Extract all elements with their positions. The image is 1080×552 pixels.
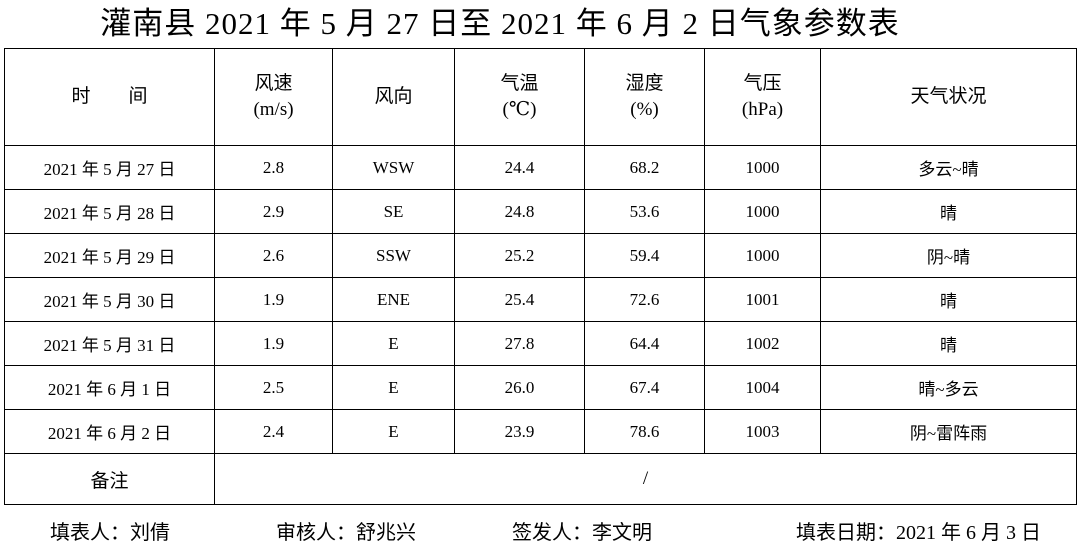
data-cell: 晴 [820,321,1077,366]
header-text: 风向 [374,86,413,107]
data-row: 2021 年 5 月 31 日 1.9 E 27.8 64.4 1002 晴 [4,321,1077,366]
data-cell: 多云~晴 [820,145,1077,190]
data-cell: 2.9 [214,189,333,234]
data-cell: WSW [332,145,455,190]
data-cell: 2.8 [214,145,333,190]
data-cell: 25.4 [454,277,585,322]
data-cell: 2021 年 5 月 30 日 [4,277,215,322]
header-text: 湿度 [625,73,664,94]
data-cell: 阴~雷阵雨 [820,409,1077,454]
header-row: 时 间 风速 (m/s) 风向 气温 (℃) 湿度 (%) 气压 (hPa) 天气状况 [4,48,1077,146]
data-row: 2021 年 6 月 1 日 2.5 E 26.0 67.4 1004 晴~多云 [4,365,1077,410]
data-cell: E [332,365,455,410]
data-cell: 2021 年 6 月 2 日 [4,409,215,454]
header-text: 风速 [254,73,293,94]
header-text: 天气状况 [910,86,987,107]
data-row: 2021 年 5 月 27 日 2.8 WSW 24.4 68.2 1000 多云~晴 [4,145,1077,190]
header-text: (m/s) [253,99,294,120]
header-cell: 湿度 (%) [584,48,705,146]
footer-text: 填表日期：2021 年 6 月 3 日 [796,522,1041,544]
data-cell: 1002 [704,321,821,366]
data-cell: 2021 年 5 月 31 日 [4,321,215,366]
data-cell: 2021 年 5 月 28 日 [4,189,215,234]
data-cell: 晴 [820,189,1077,234]
data-row: 2021 年 5 月 30 日 1.9 ENE 25.4 72.6 1001 晴 [4,277,1077,322]
data-cell: 24.4 [454,145,585,190]
header-text: 气压 [743,73,782,94]
header-cell: 风向 [332,48,455,146]
data-row: 2021 年 6 月 2 日 2.4 E 23.9 78.6 1003 阴~雷阵雨 [4,409,1077,454]
data-cell: 1.9 [214,277,333,322]
data-cell: 1.9 [214,321,333,366]
data-cell: 78.6 [584,409,705,454]
data-cell: 2.5 [214,365,333,410]
data-cell: 1003 [704,409,821,454]
data-cell: SSW [332,233,455,278]
data-cell: 24.8 [454,189,585,234]
data-cell: 1000 [704,189,821,234]
data-cell: 59.4 [584,233,705,278]
data-cell: 27.8 [454,321,585,366]
data-cell: 2021 年 6 月 1 日 [4,365,215,410]
remark-label: 备注 [4,453,215,505]
data-cell: 2021 年 5 月 29 日 [4,233,215,278]
data-cell: 1000 [704,145,821,190]
header-text: (℃) [502,99,537,120]
data-cell: 2021 年 5 月 27 日 [4,145,215,190]
header-text: 时 间 [71,86,148,107]
data-cell: 1004 [704,365,821,410]
remark-row: 备注 / [4,453,1077,505]
header-text: (hPa) [741,99,784,120]
weather-table: 时 间 风速 (m/s) 风向 气温 (℃) 湿度 (%) 气压 (hPa) 天气状况 2021 年 … [4,48,1077,505]
data-row: 2021 年 5 月 28 日 2.9 SE 24.8 53.6 1000 晴 [4,189,1077,234]
data-cell: 68.2 [584,145,705,190]
header-text: (%) [630,99,659,120]
footer-text: 审核人：舒兆兴 [276,522,416,544]
footer-text: 填表人：刘倩 [50,522,170,544]
data-cell: 1000 [704,233,821,278]
data-cell: 2.4 [214,409,333,454]
header-text: 气温 [500,73,539,94]
document-title: 灌南县 2021 年 5 月 27 日至 2021 年 6 月 2 日气象参数表 [100,6,900,41]
data-cell: SE [332,189,455,234]
data-cell: 23.9 [454,409,585,454]
header-cell: 时 间 [4,48,215,146]
data-cell: E [332,321,455,366]
data-cell: ENE [332,277,455,322]
data-cell: 64.4 [584,321,705,366]
data-cell: E [332,409,455,454]
header-cell: 天气状况 [820,48,1077,146]
data-cell: 53.6 [584,189,705,234]
data-cell: 2.6 [214,233,333,278]
header-cell: 气温 (℃) [454,48,585,146]
data-cell: 67.4 [584,365,705,410]
remark-value: / [214,453,1077,505]
header-cell: 风速 (m/s) [214,48,333,146]
data-row: 2021 年 5 月 29 日 2.6 SSW 25.2 59.4 1000 阴~晴 [4,233,1077,278]
footer: 填表人：刘倩 审核人：舒兆兴 签发人：李文明 填表日期：2021 年 6 月 3 日 [0,512,1080,548]
data-cell: 晴~多云 [820,365,1077,410]
data-cell: 晴 [820,277,1077,322]
data-cell: 1001 [704,277,821,322]
footer-text: 签发人：李文明 [512,522,652,544]
data-cell: 阴~晴 [820,233,1077,278]
data-cell: 72.6 [584,277,705,322]
header-cell: 气压 (hPa) [704,48,821,146]
data-cell: 25.2 [454,233,585,278]
data-cell: 26.0 [454,365,585,410]
